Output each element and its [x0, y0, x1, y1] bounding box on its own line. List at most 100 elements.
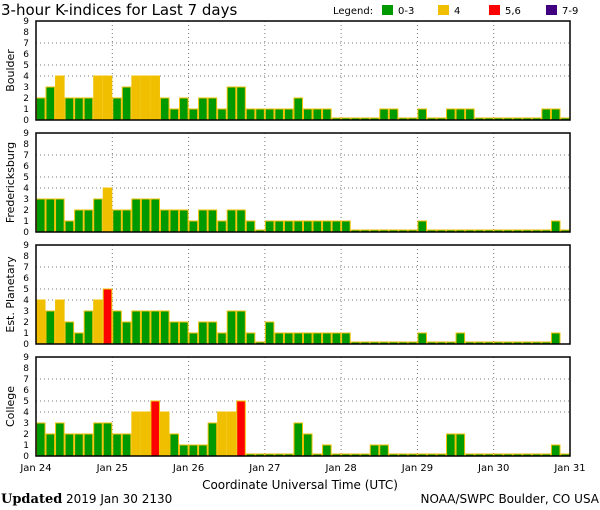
station-label: Fredericksburg	[4, 142, 17, 223]
bar	[74, 332, 84, 345]
bar	[303, 433, 313, 457]
bar	[236, 209, 246, 233]
bar	[159, 209, 170, 233]
bar	[465, 108, 475, 121]
y-tick-label: 1	[23, 217, 29, 227]
bar	[140, 75, 151, 121]
bar	[417, 332, 427, 345]
bar	[83, 310, 94, 345]
y-tick-label: 4	[23, 408, 29, 418]
bar	[150, 75, 160, 121]
bar	[55, 198, 65, 233]
bar	[159, 97, 170, 121]
bar	[64, 220, 75, 233]
bar	[198, 97, 208, 121]
bar	[446, 433, 456, 457]
bar	[293, 220, 304, 233]
bar	[245, 332, 256, 345]
y-tick-label: 7	[23, 151, 29, 161]
legend-item-label: 7-9	[562, 6, 578, 17]
bar	[417, 220, 427, 233]
bar	[274, 332, 284, 345]
y-tick-label: 5	[23, 61, 29, 71]
bar	[274, 220, 284, 233]
bar	[45, 310, 56, 345]
bar	[45, 433, 56, 457]
y-tick-label: 4	[23, 296, 29, 306]
bar	[417, 108, 427, 121]
y-tick-label: 0	[23, 228, 29, 238]
y-tick-label: 9	[23, 129, 29, 139]
station-label: Est. Planetary	[4, 256, 17, 333]
bar	[150, 310, 160, 345]
y-tick-label: 7	[23, 263, 29, 273]
bar	[121, 433, 132, 457]
bar	[283, 332, 294, 345]
y-tick-label: 8	[23, 252, 29, 262]
bar	[112, 433, 122, 457]
bar	[264, 321, 275, 345]
bar	[379, 444, 389, 457]
bar	[331, 220, 342, 233]
bar	[283, 108, 294, 121]
y-tick-label: 1	[23, 105, 29, 115]
legend-item-label: 5,6	[505, 6, 521, 17]
bar	[150, 400, 160, 457]
bar	[55, 422, 65, 457]
bar	[93, 422, 103, 457]
bar	[74, 209, 84, 233]
bar	[102, 288, 113, 345]
bar	[198, 444, 208, 457]
panel-frame	[35, 20, 571, 121]
bar	[112, 97, 122, 121]
y-tick-label: 7	[23, 39, 29, 49]
bar	[541, 108, 551, 121]
y-tick-label: 6	[23, 50, 29, 60]
bar	[179, 321, 189, 345]
bar	[322, 220, 332, 233]
bar	[264, 108, 275, 121]
bar	[179, 444, 189, 457]
bar	[93, 198, 103, 233]
bar	[322, 332, 332, 345]
panel-frame	[35, 244, 571, 345]
bar	[226, 86, 237, 121]
y-tick-label: 2	[23, 206, 29, 216]
bar	[36, 422, 46, 457]
bar	[217, 108, 227, 121]
bar	[159, 411, 170, 457]
bar	[303, 108, 313, 121]
bar	[83, 433, 94, 457]
bar	[64, 433, 75, 457]
bar	[102, 422, 113, 457]
legend-item-label: 4	[454, 6, 460, 17]
bar	[74, 433, 84, 457]
x-tick-label: Jan 29	[401, 463, 433, 474]
y-tick-label: 2	[23, 94, 29, 104]
x-tick-label: Jan 24	[19, 463, 51, 474]
y-tick-label: 4	[23, 184, 29, 194]
station-label: College	[4, 386, 17, 427]
bar	[112, 209, 122, 233]
bar	[179, 209, 189, 233]
bar	[455, 433, 466, 457]
y-tick-label: 6	[23, 274, 29, 284]
y-tick-label: 6	[23, 162, 29, 172]
panel-frame	[35, 132, 571, 233]
bar	[293, 422, 304, 457]
bar	[131, 198, 141, 233]
bar	[341, 332, 351, 345]
y-tick-label: 1	[23, 441, 29, 451]
bar	[188, 220, 199, 233]
bar	[150, 198, 160, 233]
bar	[217, 332, 227, 345]
bar	[207, 209, 218, 233]
x-tick-label: Jan 31	[553, 463, 585, 474]
bar	[36, 198, 46, 233]
bar	[255, 108, 265, 121]
bar	[169, 321, 180, 345]
bar	[226, 310, 237, 345]
y-tick-label: 9	[23, 353, 29, 363]
y-tick-label: 0	[23, 116, 29, 126]
